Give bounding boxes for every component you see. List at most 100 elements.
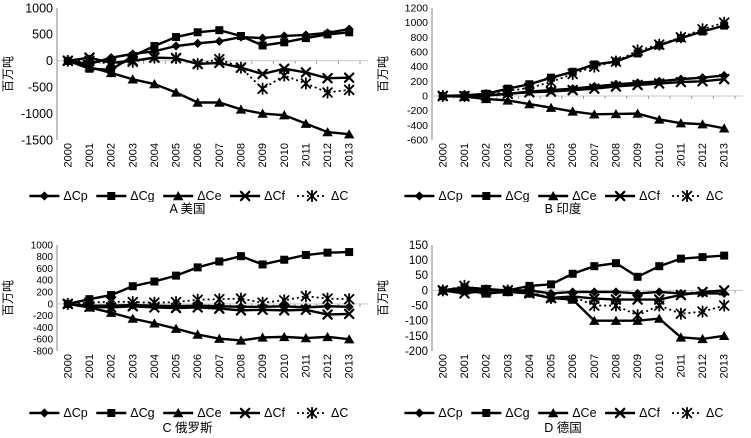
asterisk-marker [632, 44, 643, 57]
x-tick-label: 2006 [192, 354, 204, 378]
legend-item-ΔCg: ΔCg [471, 189, 530, 202]
triangle-marker [192, 329, 203, 339]
triangle-marker [718, 123, 730, 133]
y-tick-label: -600 [407, 135, 428, 147]
triangle-marker [300, 118, 312, 128]
y-tick-label: -400 [407, 120, 428, 132]
asterisk-marker [632, 309, 643, 322]
x-tick-label: 2011 [675, 143, 687, 167]
y-tick-label: 0 [46, 54, 53, 68]
y-axis-title: 百万吨 [1, 56, 15, 92]
x-tick-label: 2003 [127, 143, 139, 167]
asterisk-marker [502, 84, 514, 97]
chart-title-germany: D 德国 [544, 421, 582, 435]
x-marker [322, 72, 333, 84]
legend-label: ΔCe [197, 406, 221, 420]
legend-item-ΔCp: ΔCp [404, 406, 463, 420]
legend-label: ΔC [331, 406, 348, 420]
legend-item-ΔCe: ΔCe [163, 189, 222, 202]
square-marker [150, 277, 159, 286]
x-tick-label: 2012 [697, 143, 709, 167]
square-marker [568, 269, 577, 278]
legend: ΔCp ΔCg ΔCe ΔCf ΔC [404, 406, 723, 420]
asterisk-marker [300, 290, 312, 303]
x-marker [278, 305, 290, 316]
asterisk-marker [567, 290, 578, 303]
x-marker [343, 308, 355, 320]
x-tick-label: 2004 [149, 354, 161, 378]
legend-item-ΔCe: ΔCe [538, 406, 597, 420]
diamond-marker [697, 73, 708, 83]
triangle-marker [257, 332, 268, 342]
chart-canvas-usa: 1000 500 0 -500 -1000 -1500 百万吨 2000 2001 2002 200… [1, 1, 368, 202]
x-marker [567, 84, 578, 96]
triangle-marker [170, 87, 182, 97]
legend-label: ΔC [706, 406, 723, 420]
x-tick-label: 2004 [524, 143, 536, 167]
y-tick-label: 200 [36, 288, 53, 299]
legend-item-ΔCp: ΔCp [29, 189, 88, 202]
diamond-marker [258, 33, 268, 43]
chart-title-russia: C 俄罗斯 [162, 421, 213, 435]
diamond-marker [171, 41, 181, 51]
triangle-marker [257, 108, 268, 118]
x-tick-label: 2003 [502, 354, 514, 378]
diamond-marker [301, 302, 311, 313]
x-tick-label: 2006 [567, 143, 579, 167]
y-tick-label: 400 [410, 61, 428, 73]
triangle-marker [632, 108, 643, 118]
square-marker [258, 260, 267, 269]
series-line-ΔCf [442, 289, 725, 301]
square-marker [345, 248, 354, 257]
y-tick-label: 150 [409, 240, 428, 252]
y-tick-label: 0 [47, 299, 53, 310]
diamond-marker [676, 74, 686, 84]
triangle-marker [610, 108, 622, 119]
y-tick-label: -1500 [21, 133, 53, 147]
x-tick-label: 2012 [322, 143, 334, 167]
chart-panel-india: 1200 1000 800 600 400 200 0 -200 -400 -600 百万吨 2000… [375, 0, 751, 219]
asterisk-marker [480, 284, 492, 297]
triangle-marker [170, 323, 182, 333]
asterisk-marker [278, 294, 290, 307]
asterisk-marker [567, 67, 578, 81]
square-marker [547, 280, 556, 289]
diamond-marker [654, 287, 664, 297]
asterisk-marker [62, 54, 74, 67]
y-tick-label: -400 [33, 323, 53, 334]
legend-item-ΔCg: ΔCg [96, 189, 155, 202]
diamond-marker [214, 36, 224, 46]
x-marker [632, 79, 643, 91]
series-line-ΔCe [67, 302, 350, 342]
legend: ΔCp ΔCg ΔCe ΔCf ΔC [29, 189, 348, 202]
triangle-marker [105, 67, 117, 78]
asterisk-marker [235, 292, 247, 305]
x-tick-label: 2012 [322, 354, 334, 378]
x-marker [545, 86, 557, 97]
x-marker [718, 73, 730, 85]
asterisk-marker [105, 295, 117, 308]
triangle-marker [127, 313, 138, 323]
triangle-marker [173, 191, 184, 201]
square-marker [107, 291, 116, 300]
square-marker [676, 254, 685, 263]
legend-label: ΔCf [639, 406, 660, 420]
x-tick-label: 2003 [502, 143, 514, 167]
asterisk-marker [170, 296, 182, 309]
asterisk-marker [300, 77, 312, 90]
legend-label: ΔCp [63, 406, 87, 420]
x-tick-label: 2000 [62, 354, 74, 378]
triangle-marker [343, 334, 355, 344]
asterisk-marker [589, 60, 600, 73]
asterisk-marker [62, 297, 74, 310]
asterisk-marker [257, 296, 268, 309]
x-marker [589, 83, 600, 94]
asterisk-marker [322, 86, 333, 99]
y-tick-label: 200 [410, 76, 428, 88]
square-marker [698, 253, 707, 262]
legend-item-ΔCe: ΔCe [163, 406, 222, 420]
diamond-marker [193, 38, 203, 48]
triangle-marker [300, 333, 312, 343]
x-tick-label: 2009 [257, 354, 269, 378]
